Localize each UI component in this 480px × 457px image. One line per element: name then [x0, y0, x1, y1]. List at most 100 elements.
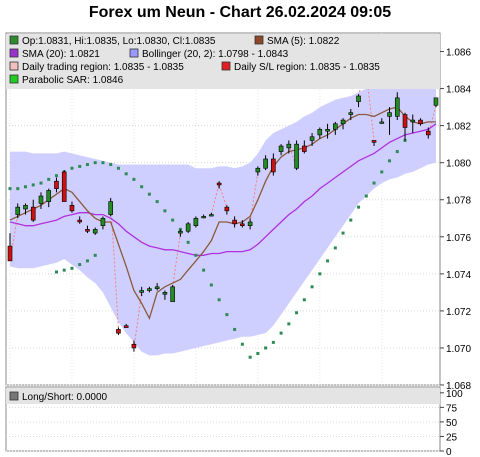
- sar-dot: [380, 170, 384, 174]
- candle-body: [7, 245, 13, 262]
- sar-dot: [233, 327, 237, 331]
- y-tick-label: 1.068: [446, 381, 471, 392]
- legend-swatch: [9, 48, 19, 58]
- sar-dot: [225, 313, 229, 317]
- sar-dot: [31, 183, 35, 187]
- sar-dot: [341, 231, 345, 235]
- candle-body: [278, 145, 284, 152]
- trading-region-line: [210, 182, 220, 215]
- sar-dot: [326, 259, 330, 263]
- candle-body: [418, 119, 423, 125]
- sar-dot: [333, 246, 337, 250]
- legend-background: [6, 34, 440, 89]
- y-tick-label: 1.074: [446, 270, 471, 281]
- legend-label: Parabolic SAR: 1.0846: [22, 75, 124, 86]
- candle-body: [402, 114, 408, 128]
- candle-body: [54, 180, 59, 189]
- sma-20-line: [9, 123, 437, 256]
- main-y-axis: 1.068 1.070 1.072 1.074 1.076 1.078 1.080 1.082…: [440, 48, 471, 392]
- sar-dot: [372, 181, 376, 185]
- candle-body: [147, 288, 152, 291]
- sar-dot: [93, 253, 97, 257]
- sar-dot: [54, 174, 58, 178]
- candlesticks: [7, 64, 439, 352]
- sar-dot: [318, 272, 322, 276]
- sar-dot: [109, 163, 113, 167]
- candle-body: [69, 204, 75, 212]
- sar-dot: [388, 159, 392, 163]
- legend-label: Daily S/L region: 1.0835 - 1.0835: [234, 62, 380, 73]
- sar-dot: [8, 187, 12, 191]
- candle-body: [131, 343, 137, 349]
- candle-body: [263, 158, 268, 169]
- y-tick-label: 25: [446, 432, 458, 443]
- candle-body: [379, 121, 385, 124]
- sar-dot: [16, 187, 20, 191]
- y-tick-label: 1.084: [446, 85, 471, 96]
- sar-dot: [85, 163, 89, 167]
- sar-dot: [171, 218, 175, 222]
- legend-label: SMA (20): 1.0821: [22, 49, 100, 60]
- sar-dot: [256, 352, 260, 356]
- candle-body: [433, 97, 439, 106]
- lower-y-axis: 0 25 50 75 100: [440, 389, 463, 457]
- sar-dot: [23, 185, 27, 189]
- candle-body: [185, 223, 191, 232]
- candle-body: [193, 217, 199, 226]
- y-tick-label: 1.080: [446, 159, 471, 170]
- candle-body: [247, 221, 253, 226]
- sar-dot: [140, 185, 144, 189]
- sar-dot: [85, 259, 89, 263]
- legend-label: Daily trading region: 1.0835 - 1.0835: [22, 62, 184, 73]
- lower-legend-background: [6, 388, 440, 404]
- candle-body: [232, 219, 237, 225]
- y-tick-label: 1.078: [446, 196, 471, 207]
- legend-label: Long/Short: 0.0000: [22, 392, 108, 403]
- sar-dot: [78, 263, 82, 267]
- sar-dot: [217, 298, 221, 302]
- candle-body: [317, 129, 323, 136]
- candle-body: [340, 119, 346, 125]
- trading-region-line: [427, 105, 437, 136]
- candle-body: [170, 286, 175, 302]
- legend-swatch: [254, 35, 264, 45]
- candle-body: [302, 145, 307, 152]
- sar-dot: [39, 181, 43, 185]
- chart-title: Forex um Neun - Chart 26.02.2024 09:05: [88, 4, 392, 21]
- sar-dot: [101, 161, 105, 165]
- candle-body: [394, 97, 400, 117]
- legend-swatch: [221, 61, 231, 71]
- candle-body: [15, 206, 21, 215]
- candle-body: [92, 229, 98, 234]
- candle-body: [286, 143, 292, 149]
- candle-body: [123, 325, 129, 328]
- sar-dot: [240, 342, 244, 346]
- lower-legend: Long/Short: 0.0000: [6, 388, 440, 404]
- sar-dot: [302, 298, 306, 302]
- candle-body: [271, 158, 276, 173]
- sar-dot: [54, 270, 58, 274]
- sar-dot: [62, 268, 66, 272]
- sar-dot: [47, 177, 51, 181]
- sar-dot: [287, 322, 291, 326]
- candle-body: [410, 119, 416, 123]
- y-tick-label: 100: [446, 389, 463, 400]
- candle-body: [387, 112, 392, 117]
- sar-dot: [194, 253, 198, 257]
- candle-body: [425, 130, 431, 136]
- sar-dot: [248, 355, 252, 359]
- sar-dot: [271, 340, 275, 344]
- y-tick-label: 1.076: [446, 233, 471, 244]
- candle-body: [139, 290, 144, 293]
- candle-body: [46, 190, 52, 202]
- candle-body: [23, 204, 28, 210]
- candle-body: [154, 286, 160, 289]
- y-tick-label: 1.082: [446, 122, 471, 133]
- sar-dot: [202, 268, 206, 272]
- y-tick-label: 1.070: [446, 344, 471, 355]
- candle-body: [100, 217, 106, 226]
- legend: Op:1.0831, Hi:1.0835, Lo:1.0830, Cl:1.08…: [6, 34, 440, 89]
- candle-body: [255, 167, 261, 173]
